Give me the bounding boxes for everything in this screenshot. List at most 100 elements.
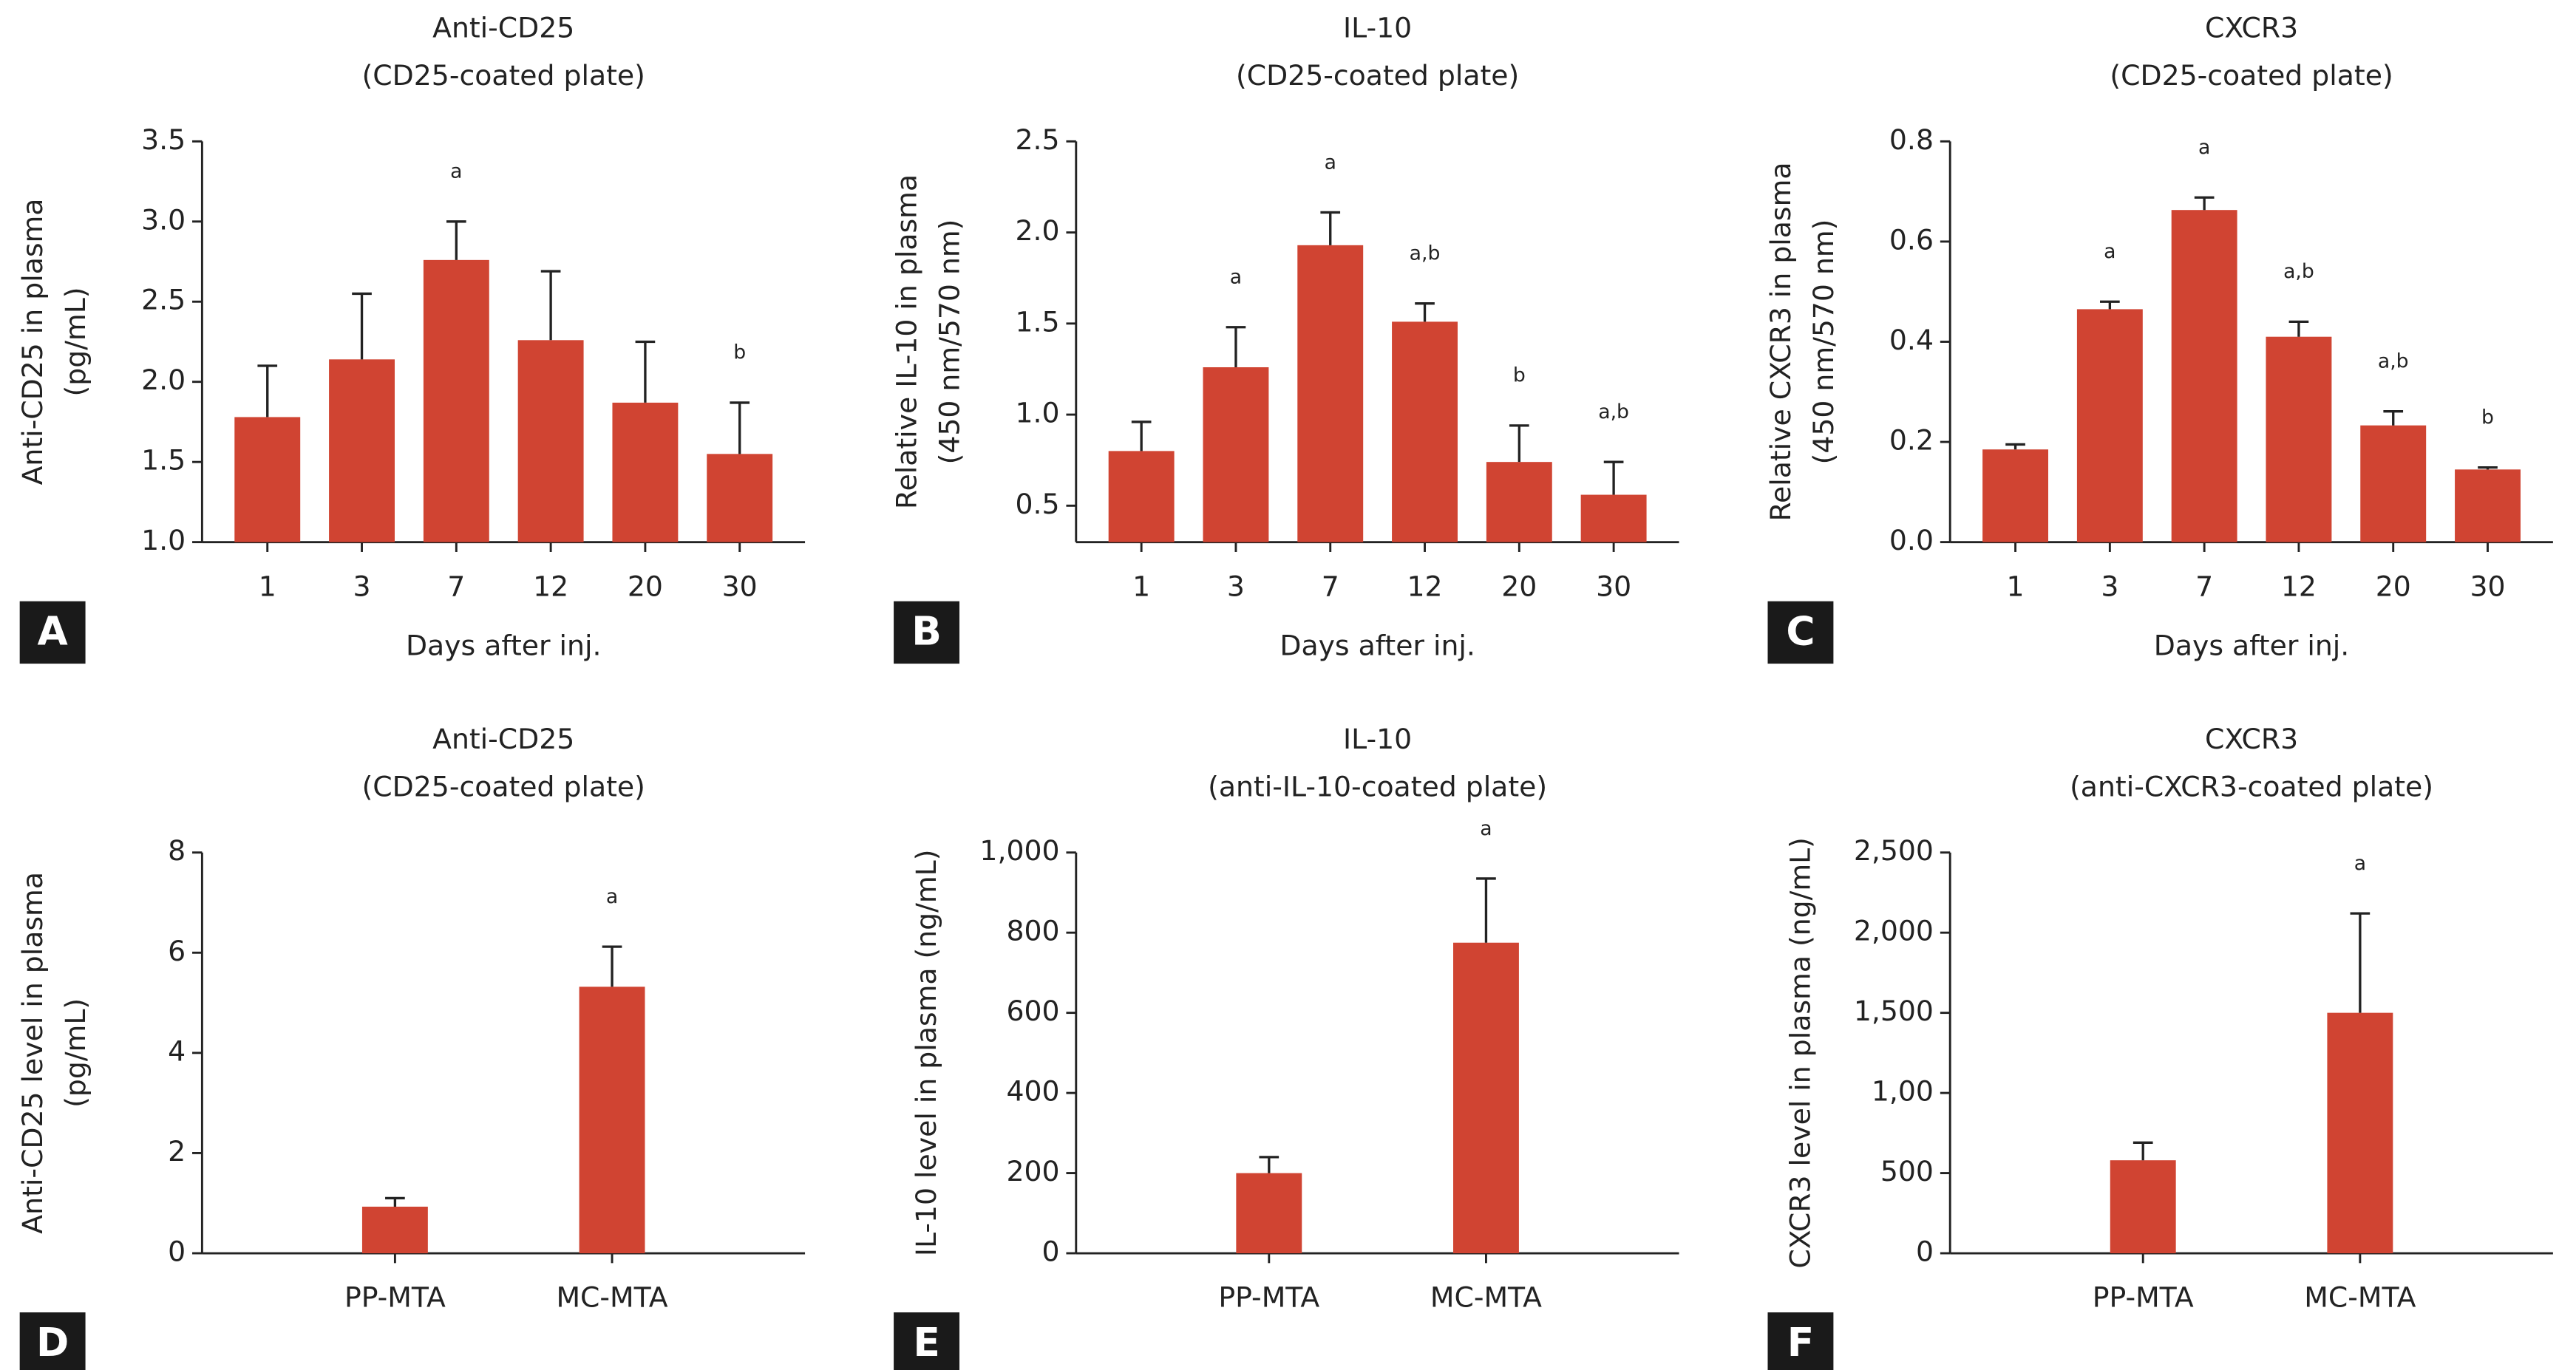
- y-tick-label: 2: [168, 1135, 186, 1168]
- bar: [1236, 1173, 1302, 1254]
- annotation: a,b: [1410, 242, 1441, 265]
- x-tick-label: 3: [353, 570, 371, 602]
- x-tick-label: 12: [1407, 570, 1442, 602]
- x-tick-label: 1: [259, 570, 276, 602]
- chart-title: IL-10: [1343, 12, 1412, 44]
- chart-subtitle: (CD25-coated plate): [362, 771, 645, 803]
- y-tick-label: 3.0: [141, 203, 186, 236]
- chart-subtitle: (CD25-coated plate): [1236, 59, 1519, 92]
- y-tick-label: 600: [1006, 995, 1059, 1027]
- annotation: a: [1480, 817, 1492, 840]
- error-bar: [1320, 211, 1341, 245]
- error-bar: [385, 1196, 405, 1207]
- bar: [2455, 469, 2521, 542]
- x-tick-label: PP-MTA: [1218, 1281, 1319, 1314]
- bar: [234, 417, 301, 542]
- panel-letter: D: [36, 1319, 69, 1366]
- x-tick-label: MC-MTA: [556, 1281, 667, 1314]
- bar: [612, 402, 679, 542]
- chart-subtitle: (CD25-coated plate): [2110, 59, 2393, 92]
- y-tick-label: 0.6: [1889, 223, 1934, 256]
- y-tick-label: 0: [1916, 1236, 1934, 1268]
- y-tick-label: 2.5: [1015, 123, 1059, 156]
- bar: [2110, 1160, 2176, 1254]
- panel-letter: B: [911, 608, 942, 655]
- panel-letter: F: [1787, 1319, 1814, 1366]
- chart-title: Anti-CD25: [432, 12, 574, 44]
- bar: [517, 340, 584, 542]
- annotation: b: [2481, 406, 2494, 429]
- panel-letter-box: [894, 1312, 959, 1370]
- chart-title: CXCR3: [2205, 12, 2298, 44]
- annotation: b: [1513, 364, 1526, 387]
- error-bar: [1603, 460, 1624, 495]
- annotation: a: [450, 160, 462, 183]
- y-tick-label: 2,000: [1854, 915, 1934, 947]
- y-tick-label: 0.8: [1889, 123, 1934, 156]
- error-bar: [635, 340, 656, 403]
- y-tick-label: 0.2: [1889, 424, 1934, 457]
- y-tick-label: 200: [1006, 1155, 1059, 1187]
- x-axis-label: Days after inj.: [406, 629, 602, 661]
- y-tick-label: 2.0: [141, 364, 186, 396]
- annotation: a: [1230, 266, 1242, 289]
- y-tick-label: 1,500: [1854, 995, 1934, 1027]
- bar: [1486, 462, 1552, 542]
- x-tick-label: 12: [2281, 570, 2317, 602]
- annotation: a: [606, 885, 618, 908]
- x-tick-label: 7: [2195, 570, 2213, 602]
- y-tick-label: 2.5: [141, 284, 186, 316]
- panel-letter-box: [1767, 601, 1834, 664]
- error-bar: [2194, 196, 2215, 211]
- x-tick-label: PP-MTA: [2093, 1281, 2194, 1314]
- y-axis-label: Relative IL-10 in plasma: [891, 174, 923, 509]
- y-axis-label: Anti-CD25 level in plasma: [16, 872, 49, 1234]
- error-bar: [1509, 424, 1529, 463]
- error-bar: [352, 292, 372, 360]
- y-tick-label: 0.5: [1015, 488, 1059, 520]
- error-bar: [2100, 300, 2120, 310]
- x-axis-label: Days after inj.: [1279, 629, 1475, 661]
- x-tick-label: 30: [722, 570, 758, 602]
- error-bar: [2350, 912, 2371, 1013]
- x-tick-label: 20: [628, 570, 663, 602]
- x-tick-label: MC-MTA: [1430, 1281, 1542, 1314]
- y-axis-label: Anti-CD25 in plasma: [16, 199, 49, 485]
- error-bar: [1415, 302, 1435, 322]
- y-tick-label: 6: [168, 935, 186, 967]
- x-tick-label: 3: [1227, 570, 1245, 602]
- annotation: a,b: [2283, 260, 2314, 283]
- y-tick-label: 8: [168, 834, 186, 867]
- y-tick-label: 0: [168, 1236, 186, 1268]
- bar: [2076, 309, 2143, 542]
- bar: [2266, 336, 2332, 542]
- annotation: a: [2104, 240, 2115, 263]
- annotation: a: [1325, 151, 1336, 174]
- bar: [329, 359, 395, 542]
- error-bar: [730, 401, 750, 454]
- panel-letter: C: [1786, 608, 1815, 655]
- y-tick-label: 2.0: [1015, 214, 1059, 247]
- y-tick-label: 0.0: [1889, 524, 1934, 556]
- y-tick-label: 2,500: [1854, 834, 1934, 867]
- y-axis-label: (pg/mL): [59, 998, 92, 1108]
- x-tick-label: 30: [1596, 570, 1631, 602]
- x-tick-label: 7: [447, 570, 465, 602]
- error-bar: [602, 945, 622, 987]
- chart-subtitle: (anti-CXCR3-coated plate): [2070, 771, 2433, 803]
- error-bar: [1259, 1156, 1279, 1173]
- panel-letter-box: [19, 1312, 86, 1370]
- y-tick-label: 0.4: [1889, 324, 1934, 356]
- chart-subtitle: (anti-IL-10-coated plate): [1208, 771, 1547, 803]
- bar: [361, 1206, 428, 1254]
- y-tick-label: 0: [1042, 1236, 1060, 1268]
- y-tick-label: 1.5: [1015, 305, 1059, 338]
- x-tick-label: PP-MTA: [344, 1281, 446, 1314]
- y-tick-label: 800: [1006, 915, 1059, 947]
- x-axis-label: Days after inj.: [2154, 629, 2350, 661]
- y-axis-label: CXCR3 level in plasma (ng/mL): [1784, 837, 1817, 1269]
- y-axis-label: (450 nm/570 nm): [933, 219, 965, 465]
- error-bar: [540, 270, 561, 341]
- bar: [423, 259, 489, 542]
